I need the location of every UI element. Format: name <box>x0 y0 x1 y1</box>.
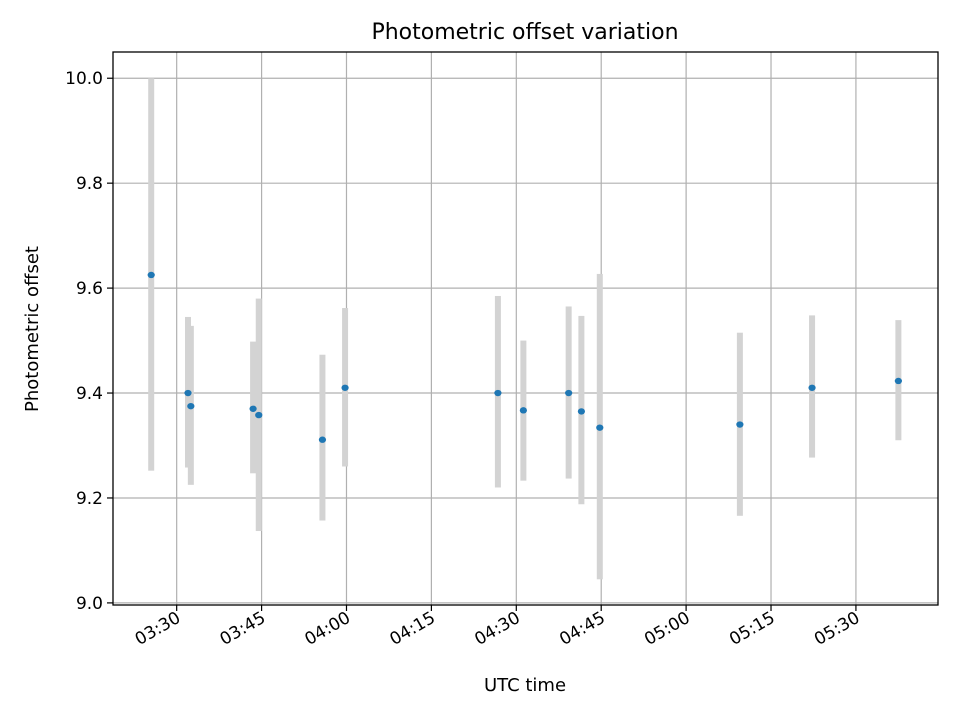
data-point <box>808 384 816 391</box>
data-point <box>184 389 192 397</box>
plot-frame <box>112 51 939 606</box>
data-point <box>519 407 527 414</box>
data-point <box>249 405 257 412</box>
y-tick-label: 10.0 <box>65 69 103 89</box>
y-tick-label: 9.2 <box>76 489 103 509</box>
data-point <box>318 436 327 443</box>
data-point <box>187 402 195 410</box>
grid-layer <box>113 52 938 605</box>
data-point <box>565 389 573 397</box>
y-tick-label: 9.6 <box>76 279 103 299</box>
y-tick-label: 9.0 <box>76 594 103 614</box>
y-axis-label: Photometric offset <box>22 246 43 412</box>
data-point <box>255 411 263 419</box>
data-point <box>494 389 502 397</box>
chart-title: Photometric offset variation <box>371 20 678 45</box>
x-axis-label: UTC time <box>484 675 566 696</box>
point-layer <box>147 271 902 443</box>
data-point <box>577 408 585 415</box>
data-point <box>147 271 155 279</box>
data-point <box>596 424 604 431</box>
data-point <box>894 377 902 385</box>
data-point <box>736 421 744 428</box>
y-tick-label: 9.4 <box>76 384 103 404</box>
y-tick-label: 9.8 <box>76 174 103 194</box>
data-point <box>341 384 349 391</box>
